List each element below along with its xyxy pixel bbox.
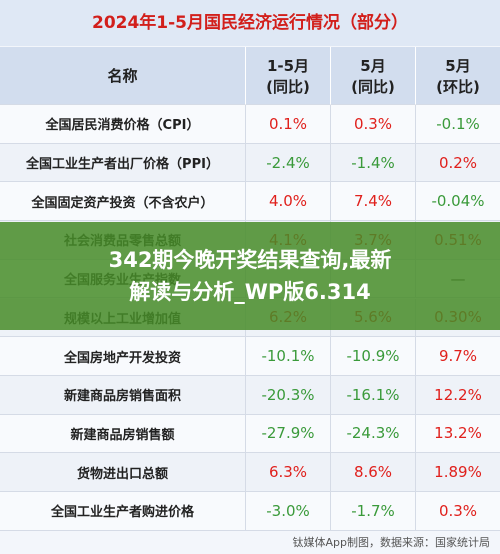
header-text: (环比)	[436, 77, 480, 96]
header-cell: 名称	[0, 47, 245, 105]
row-name: 新建商品房销售额	[0, 414, 245, 454]
row-name: 全国工业生产者出厂价格（PPI）	[0, 143, 245, 183]
row-name-text: 全国房地产开发投资	[63, 350, 181, 366]
value-text: 9.7%	[438, 347, 478, 366]
value-cell: 9.7%	[415, 337, 500, 376]
value-text: -10.9%	[346, 347, 400, 366]
value-cell: 6.3%	[245, 453, 330, 492]
row-name-text: 新建商品房销售额	[70, 427, 175, 443]
value-text: 0.1%	[268, 114, 308, 133]
value-cell: -16.1%	[330, 375, 415, 415]
value-text: 8.6%	[353, 463, 393, 482]
header-cell: 5月 (环比)	[415, 47, 500, 105]
footer: 钛媒体App制图，数据来源：国家统计局	[292, 536, 491, 549]
overlay-banner: 342期今晚开奖结果查询,最新 解读与分析_WP版6.314	[0, 222, 500, 330]
value-text: 6.3%	[268, 463, 308, 482]
value-text: 12.2%	[434, 385, 482, 404]
value-text: -3.0%	[266, 501, 310, 520]
title: 2024年1-5月国民经济运行情况（部分）	[0, 0, 500, 46]
value-text: -1.4%	[351, 153, 395, 172]
value-cell: 13.2%	[415, 414, 500, 454]
row-name-text: 新建商品房销售面积	[63, 389, 181, 405]
value-text: -10.1%	[261, 347, 315, 366]
value-text: 13.2%	[434, 424, 482, 443]
row-name-text: 全国工业生产者出厂价格（PPI）	[26, 157, 219, 173]
header-text: 5月	[445, 56, 471, 75]
value-text: -20.3%	[261, 385, 315, 404]
value-cell: 12.2%	[415, 375, 500, 415]
value-cell: -20.3%	[245, 375, 330, 415]
row-name: 全国工业生产者购进价格	[0, 492, 245, 531]
value-cell: 0.3%	[415, 492, 500, 531]
overlay-text: 解读与分析_WP版6.314	[129, 280, 371, 304]
row-name-text: 全国固定资产投资（不含农户）	[31, 195, 214, 211]
value-cell: 4.0%	[245, 182, 330, 222]
header-cell: 5月 (同比)	[330, 47, 415, 105]
value-text: -27.9%	[261, 424, 315, 443]
value-text: -2.4%	[266, 153, 310, 172]
row-name-text: 全国居民消费价格（CPI）	[45, 118, 200, 134]
row-name: 全国固定资产投资（不含农户）	[0, 182, 245, 222]
value-text: 7.4%	[353, 192, 393, 211]
row-name: 全国居民消费价格（CPI）	[0, 105, 245, 144]
value-text: 4.0%	[268, 192, 308, 211]
value-cell: -24.3%	[330, 414, 415, 454]
header-text: 1-5月	[266, 56, 310, 75]
value-cell: 8.6%	[330, 453, 415, 492]
header-text: (同比)	[351, 77, 395, 96]
value-cell: -1.7%	[330, 492, 415, 531]
value-text: -1.7%	[351, 501, 395, 520]
overlay-text: 342期今晚开奖结果查询,最新	[108, 248, 392, 272]
value-cell: -10.9%	[330, 337, 415, 376]
value-text: 1.89%	[434, 463, 482, 482]
value-cell: 7.4%	[330, 182, 415, 222]
header-cell: 1-5月 (同比)	[245, 47, 330, 105]
header-text: 5月	[360, 56, 386, 75]
value-text: 0.3%	[353, 114, 393, 133]
row-name: 全国房地产开发投资	[0, 337, 245, 376]
value-text: -0.1%	[436, 114, 480, 133]
value-cell: -0.04%	[415, 182, 500, 222]
value-cell: -0.1%	[415, 105, 500, 144]
value-text: 0.3%	[438, 501, 478, 520]
value-cell: -27.9%	[245, 414, 330, 454]
value-cell: 0.3%	[330, 105, 415, 144]
value-text: -16.1%	[346, 385, 400, 404]
row-name: 货物进出口总额	[0, 453, 245, 492]
value-text: -24.3%	[346, 424, 400, 443]
value-cell: 0.2%	[415, 143, 500, 183]
value-cell: 0.1%	[245, 105, 330, 144]
value-cell: -1.4%	[330, 143, 415, 183]
row-name: 新建商品房销售面积	[0, 375, 245, 415]
value-cell: -2.4%	[245, 143, 330, 183]
value-cell: -3.0%	[245, 492, 330, 531]
row-name-text: 货物进出口总额	[76, 466, 168, 482]
value-cell: -10.1%	[245, 337, 330, 376]
value-text: -0.04%	[431, 192, 485, 211]
value-cell: 1.89%	[415, 453, 500, 492]
value-text: 0.2%	[438, 153, 478, 172]
header-text: (同比)	[266, 77, 310, 96]
header-text: 名称	[107, 67, 138, 85]
row-name-text: 全国工业生产者购进价格	[50, 505, 194, 521]
